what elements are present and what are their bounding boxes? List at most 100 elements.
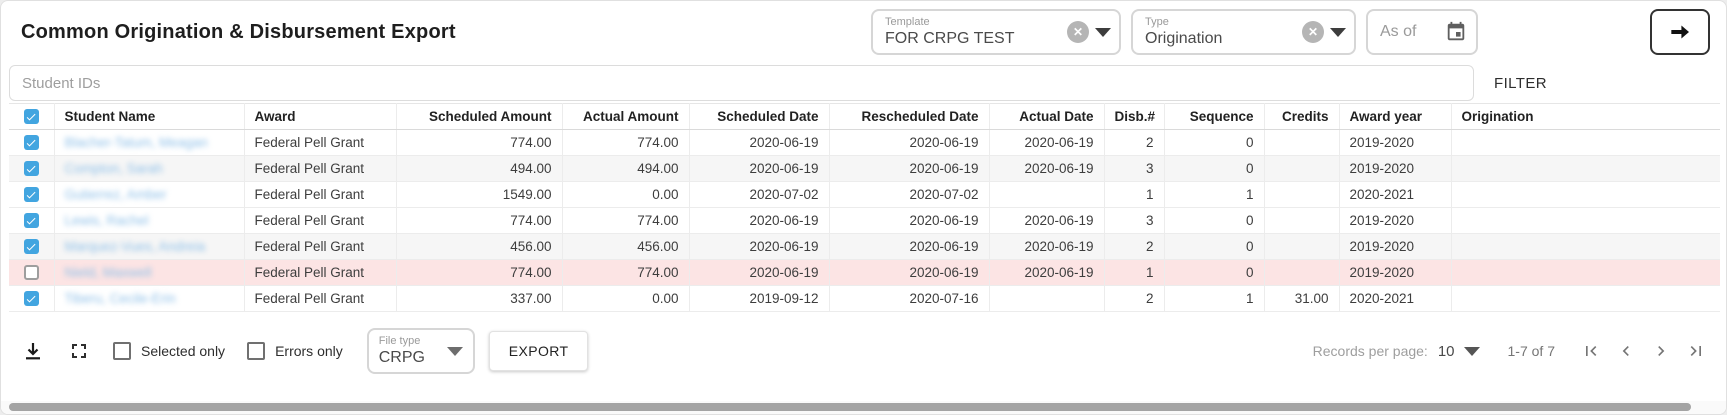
- template-select-label: Template: [885, 16, 930, 29]
- selected-only-control: Selected only: [113, 342, 225, 360]
- cell-origination: [1451, 233, 1720, 260]
- row-checkbox-checked[interactable]: [23, 161, 39, 177]
- student-name-cell: Lewis, Rachel: [54, 207, 245, 234]
- type-select-text: Type Origination: [1145, 16, 1296, 48]
- student-name-link[interactable]: Lewis, Rachel: [64, 213, 149, 228]
- cell-disb: 1: [1104, 181, 1165, 208]
- student-name-link[interactable]: Compton, Sarah: [64, 161, 163, 176]
- row-checkbox-checked[interactable]: [23, 291, 39, 307]
- first-page-icon: [1581, 341, 1601, 361]
- file-type-label: File type: [378, 335, 421, 348]
- template-select-text: Template FOR CRPG TEST: [885, 16, 1061, 48]
- template-select-actions: ✕: [1067, 21, 1111, 43]
- table-row: Compton, Sarah Federal Pell Grant 494.00 49…: [9, 155, 1720, 182]
- pagination: Records per page: 10 1-7 of 7: [1313, 341, 1706, 361]
- cell-scheduled_date: 2020-06-19: [689, 155, 830, 182]
- cell-actual_date: 2020-06-19: [989, 259, 1105, 286]
- student-name-link[interactable]: Nield, Maxwell: [64, 265, 152, 280]
- cell-actual_date: 2020-06-19: [989, 207, 1105, 234]
- file-type-select[interactable]: File type CRPG: [366, 328, 475, 374]
- cell-origination: [1451, 129, 1720, 156]
- type-select[interactable]: Type Origination ✕: [1131, 9, 1356, 55]
- cell-sequence: 1: [1164, 181, 1265, 208]
- cell-scheduled_date: 2020-06-19: [689, 129, 830, 156]
- student-ids-input[interactable]: [9, 65, 1475, 101]
- row-checkbox-unchecked[interactable]: [23, 265, 39, 281]
- type-select-actions: ✕: [1302, 21, 1346, 43]
- as-of-date-field[interactable]: As of: [1366, 9, 1478, 55]
- student-name-link[interactable]: Tiberu, Cecile-Erin: [64, 291, 176, 306]
- column-header-credits: Credits: [1264, 103, 1340, 130]
- first-page-button[interactable]: [1581, 341, 1601, 361]
- cell-actual_date: [989, 285, 1105, 312]
- export-button[interactable]: EXPORT: [488, 331, 589, 371]
- chevron-down-icon[interactable]: [1095, 27, 1111, 37]
- download-button[interactable]: [21, 339, 45, 363]
- cell-scheduled_date: 2020-06-19: [689, 233, 830, 260]
- next-page-button[interactable]: [1651, 341, 1671, 361]
- errors-only-checkbox[interactable]: [247, 342, 266, 360]
- row-checkbox-checked[interactable]: [23, 239, 39, 255]
- column-header-rescheduled_date: Rescheduled Date: [829, 103, 990, 130]
- cell-scheduled_amount: 774.00: [396, 259, 563, 286]
- calendar-icon[interactable]: [1445, 21, 1467, 43]
- clear-icon[interactable]: ✕: [1067, 21, 1089, 43]
- row-checkbox-checked[interactable]: [23, 135, 39, 151]
- cell-rescheduled_date: 2020-06-19: [829, 233, 990, 260]
- topbar: Common Origination & Disbursement Export…: [1, 1, 1726, 63]
- student-name-link[interactable]: Gutierrez, Amber: [64, 187, 167, 202]
- student-name-link[interactable]: Marquez-Vues, Andreia: [64, 239, 206, 254]
- row-checkbox-checked[interactable]: [23, 213, 39, 229]
- template-select[interactable]: Template FOR CRPG TEST ✕: [871, 9, 1121, 55]
- chevron-down-icon[interactable]: [1463, 346, 1480, 356]
- chevron-down-icon[interactable]: [446, 346, 463, 356]
- records-per-page-value[interactable]: 10: [1437, 342, 1455, 360]
- table-row: Nield, Maxwell Federal Pell Grant 774.00 77…: [9, 259, 1720, 286]
- previous-page-button[interactable]: [1616, 341, 1636, 361]
- column-header-actual_amount: Actual Amount: [562, 103, 690, 130]
- row-select-cell: [9, 259, 55, 286]
- row-select-cell: [9, 285, 55, 312]
- row-select-cell: [9, 233, 55, 260]
- page-range-label: 1-7 of 7: [1507, 343, 1555, 359]
- cell-scheduled_amount: 1549.00: [396, 181, 563, 208]
- student-name-cell: Tiberu, Cecile-Erin: [54, 285, 245, 312]
- row-select-cell: [9, 155, 55, 182]
- chevron-down-icon[interactable]: [1330, 27, 1346, 37]
- fullscreen-button[interactable]: [67, 339, 91, 363]
- filter-button[interactable]: FILTER: [1482, 67, 1559, 100]
- select-all-checkbox[interactable]: [23, 109, 39, 125]
- cell-scheduled_date: 2020-06-19: [689, 207, 830, 234]
- cell-sequence: 0: [1164, 259, 1265, 286]
- cell-rescheduled_date: 2020-07-02: [829, 181, 990, 208]
- cell-origination: [1451, 285, 1720, 312]
- student-name-cell: Gutierrez, Amber: [54, 181, 245, 208]
- run-export-query-button[interactable]: [1650, 9, 1710, 55]
- spacer: [1488, 32, 1640, 33]
- cell-award: Federal Pell Grant: [244, 155, 397, 182]
- page-title: Common Origination & Disbursement Export: [21, 20, 456, 43]
- table-header-row: Student Name Award Scheduled Amount Actual …: [9, 103, 1720, 130]
- row-checkbox-checked[interactable]: [23, 187, 39, 203]
- cell-award_year: 2020-2021: [1339, 285, 1452, 312]
- horizontal-scrollbar-thumb[interactable]: [9, 403, 1691, 411]
- cell-actual_amount: 774.00: [562, 259, 690, 286]
- student-name-cell: Marquez-Vues, Andreia: [54, 233, 245, 260]
- search-row: FILTER: [1, 63, 1726, 103]
- cell-credits: [1264, 259, 1340, 286]
- column-header-disb: Disb.#: [1104, 103, 1165, 130]
- cell-award_year: 2019-2020: [1339, 233, 1452, 260]
- cell-origination: [1451, 259, 1720, 286]
- selected-only-checkbox[interactable]: [113, 342, 131, 360]
- horizontal-scrollbar-track[interactable]: [1, 401, 1726, 414]
- cell-award: Federal Pell Grant: [244, 259, 397, 286]
- cell-credits: [1264, 207, 1340, 234]
- cell-award_year: 2020-2021: [1339, 181, 1452, 208]
- clear-icon[interactable]: ✕: [1302, 21, 1324, 43]
- student-name-cell: Blacher-Tatum, Meagan: [54, 129, 245, 156]
- cell-sequence: 0: [1164, 155, 1265, 182]
- student-name-link[interactable]: Blacher-Tatum, Meagan: [64, 135, 208, 150]
- last-page-button[interactable]: [1686, 341, 1706, 361]
- cell-scheduled_amount: 337.00: [396, 285, 563, 312]
